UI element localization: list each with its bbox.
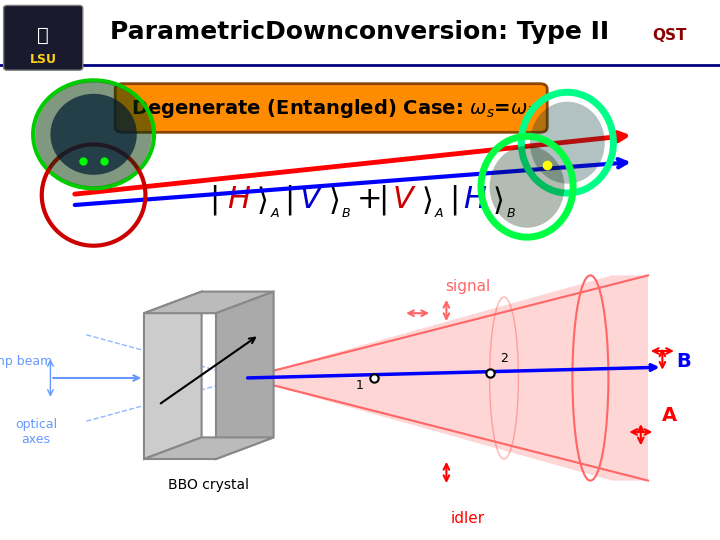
Text: QST: QST (652, 28, 687, 43)
Text: $+$: $+$ (356, 185, 381, 214)
Text: $_A$: $_A$ (434, 201, 444, 220)
Text: $\rangle$: $\rangle$ (492, 184, 503, 216)
Text: $V$: $V$ (392, 185, 417, 214)
Text: B: B (677, 352, 691, 372)
Text: 🏛: 🏛 (37, 25, 49, 45)
Ellipse shape (50, 94, 137, 175)
Text: 1: 1 (356, 379, 364, 392)
Text: $|$: $|$ (209, 183, 217, 217)
Text: $_B$: $_B$ (341, 201, 351, 220)
Text: $H$: $H$ (463, 185, 487, 214)
Text: idler: idler (451, 511, 485, 526)
Ellipse shape (530, 102, 605, 184)
FancyBboxPatch shape (4, 5, 83, 70)
Text: $V$: $V$ (299, 185, 323, 214)
Text: $|$: $|$ (378, 183, 387, 217)
Polygon shape (144, 437, 274, 459)
Ellipse shape (490, 146, 564, 228)
Text: pump beam: pump beam (0, 355, 52, 368)
FancyBboxPatch shape (115, 84, 547, 132)
Text: ParametricDownconversion: Type II: ParametricDownconversion: Type II (110, 21, 610, 44)
Text: $\rangle$: $\rangle$ (328, 184, 339, 216)
Text: optical
axes: optical axes (15, 418, 57, 446)
Text: $_B$: $_B$ (506, 201, 516, 220)
Text: $|$: $|$ (449, 183, 457, 217)
Ellipse shape (35, 82, 152, 187)
Text: signal: signal (446, 279, 490, 294)
Text: BBO crystal: BBO crystal (168, 478, 249, 492)
Polygon shape (144, 292, 274, 313)
Text: 2: 2 (500, 352, 508, 365)
Text: A: A (662, 406, 678, 426)
Text: $_A$: $_A$ (270, 201, 280, 220)
Text: Degenerate (Entangled) Case: $\omega_s$=$\omega_i$: Degenerate (Entangled) Case: $\omega_s$=… (130, 97, 532, 119)
Polygon shape (216, 292, 274, 459)
Text: $\rangle$: $\rangle$ (256, 184, 267, 216)
Text: $\rangle$: $\rangle$ (421, 184, 433, 216)
Polygon shape (144, 292, 202, 459)
Text: LSU: LSU (30, 53, 57, 66)
Text: $|$: $|$ (284, 183, 293, 217)
Polygon shape (245, 275, 648, 481)
Text: $H$: $H$ (227, 185, 251, 214)
